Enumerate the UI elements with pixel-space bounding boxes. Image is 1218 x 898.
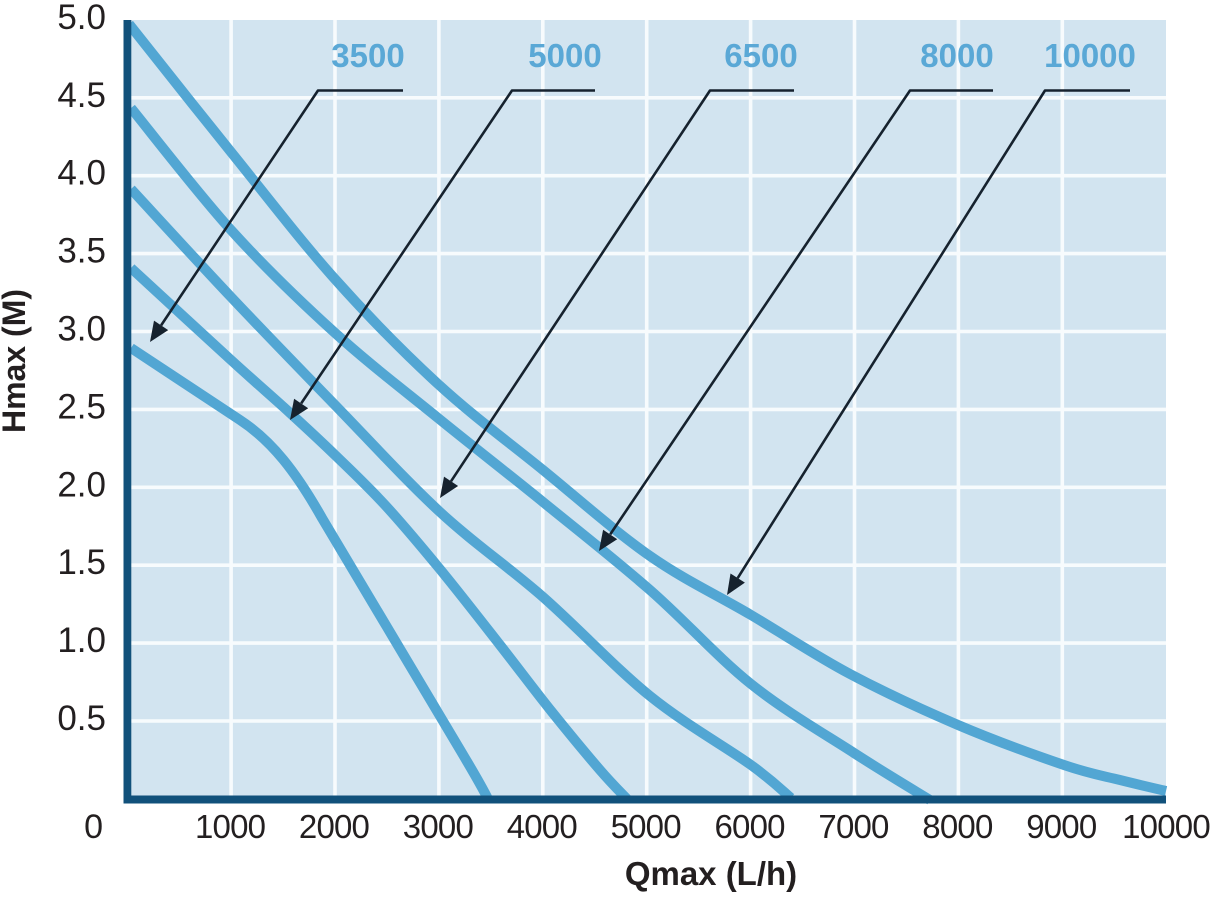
svg-text:1000: 1000 bbox=[195, 808, 266, 845]
svg-text:4.0: 4.0 bbox=[57, 154, 106, 193]
svg-text:9000: 9000 bbox=[1026, 808, 1097, 845]
svg-text:4000: 4000 bbox=[507, 808, 578, 845]
svg-text:3.0: 3.0 bbox=[57, 310, 106, 349]
svg-text:0: 0 bbox=[84, 808, 103, 846]
svg-text:4.5: 4.5 bbox=[57, 76, 106, 115]
svg-text:8000: 8000 bbox=[920, 37, 993, 74]
svg-text:Hmax (M): Hmax (M) bbox=[0, 289, 32, 433]
svg-text:3000: 3000 bbox=[403, 808, 474, 845]
svg-text:0.5: 0.5 bbox=[57, 699, 106, 738]
svg-text:2.5: 2.5 bbox=[57, 387, 106, 426]
svg-text:10000: 10000 bbox=[1122, 808, 1210, 845]
svg-text:5000: 5000 bbox=[611, 808, 682, 845]
svg-text:1.0: 1.0 bbox=[57, 621, 106, 660]
svg-text:7000: 7000 bbox=[818, 808, 889, 845]
svg-text:3500: 3500 bbox=[331, 37, 404, 74]
svg-text:2.0: 2.0 bbox=[57, 465, 106, 504]
svg-text:5.0: 5.0 bbox=[57, 0, 106, 37]
svg-text:1.5: 1.5 bbox=[57, 543, 106, 582]
svg-text:2000: 2000 bbox=[299, 808, 370, 845]
svg-text:10000: 10000 bbox=[1044, 37, 1136, 74]
svg-text:5000: 5000 bbox=[528, 37, 601, 74]
svg-text:3.5: 3.5 bbox=[57, 232, 106, 271]
svg-text:6500: 6500 bbox=[724, 37, 797, 74]
svg-text:Qmax (L/h): Qmax (L/h) bbox=[625, 855, 797, 892]
svg-text:8000: 8000 bbox=[922, 808, 993, 845]
svg-text:6000: 6000 bbox=[714, 808, 785, 845]
